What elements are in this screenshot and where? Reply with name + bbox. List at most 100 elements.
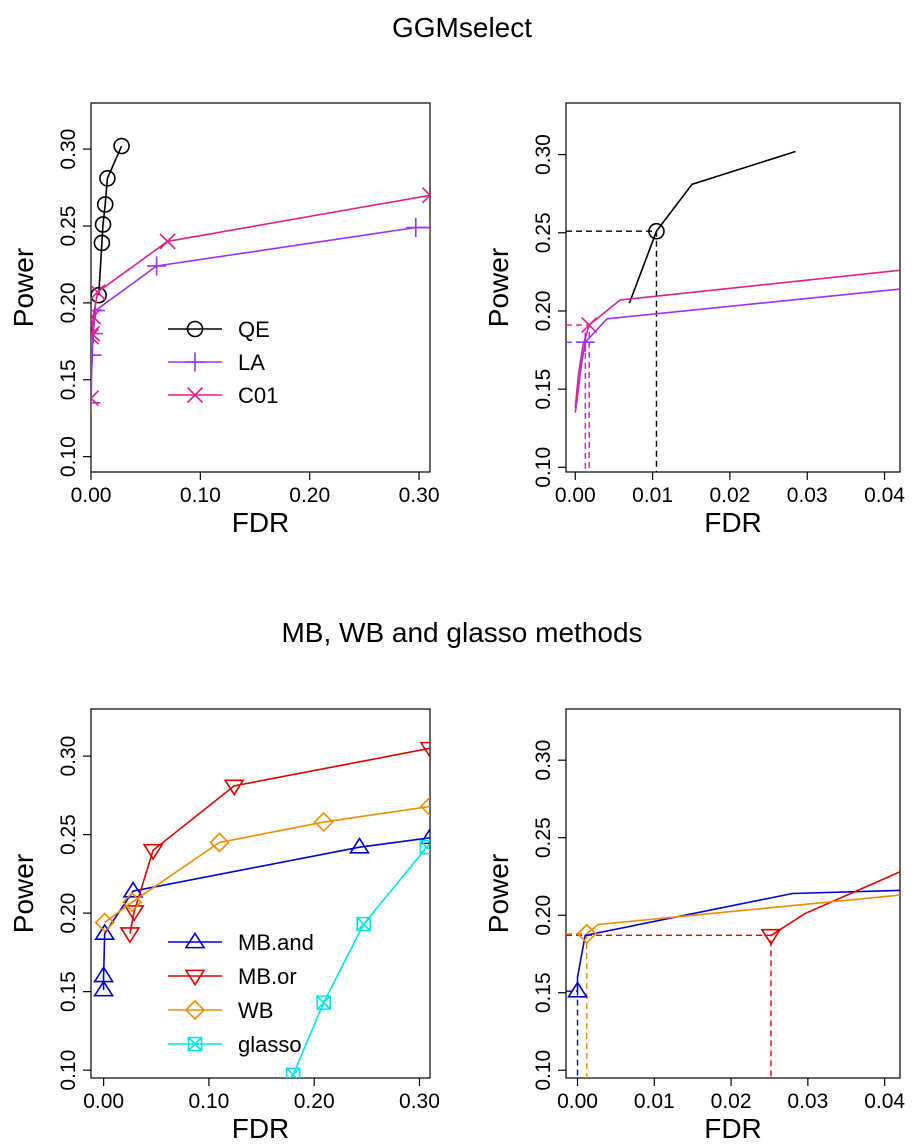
- legend-label-la: LA: [238, 350, 265, 375]
- highlight-point-qe: [648, 222, 665, 240]
- data-layer: [93, 741, 430, 1078]
- legend-marker-la: [185, 352, 205, 372]
- x-tick-label: 0.01: [634, 1090, 675, 1113]
- x-tick-label: 0.02: [711, 1090, 752, 1113]
- y-tick-label: 0.10: [532, 1050, 555, 1091]
- y-tick-label: 0.20: [57, 893, 80, 934]
- x-tick-label: 0.10: [180, 484, 221, 507]
- series-line-la: [91, 226, 430, 403]
- legend-marker-mb-or: [184, 969, 206, 987]
- legend-marker-mb-and: [184, 931, 206, 949]
- data-point-c01: [91, 390, 100, 407]
- legend-marker-wb: [184, 999, 206, 1021]
- x-tick-label: 0.00: [557, 1090, 598, 1113]
- legend-label-c01: C01: [238, 383, 278, 408]
- x-tick-label: 0.04: [864, 1090, 905, 1113]
- x-tick-label: 0.03: [787, 1090, 828, 1113]
- y-tick-label: 0.15: [532, 369, 555, 410]
- legend-marker-qe: [186, 320, 204, 338]
- x-axis-label: FDR: [232, 507, 290, 538]
- plot-frame: [90, 102, 431, 473]
- chart-panel-1: 0.00 0.10 0.20 0.30 0.10 0.15 0.20 0.25 0.30 FDR P…: [8, 102, 440, 538]
- data-point-c01: [421, 187, 430, 204]
- legend-label-glasso: glasso: [238, 1032, 302, 1057]
- data-point-glasso: [285, 1067, 301, 1078]
- y-axis-label: Power: [8, 854, 39, 933]
- x-tick-label: 0.20: [289, 484, 330, 507]
- data-point-la: [91, 345, 102, 365]
- x-tick-label: 0.20: [294, 1090, 335, 1113]
- data-point-glasso: [419, 839, 430, 855]
- y-axis-label: Power: [483, 854, 514, 933]
- highlight-point-wb: [576, 923, 597, 944]
- y-tick-label: 0.15: [57, 971, 80, 1012]
- data-point-mb-and: [94, 923, 116, 940]
- data-point-mb-or: [419, 741, 430, 759]
- legend-marker-c01: [186, 386, 204, 404]
- chart-panel-3: 0.00 0.10 0.20 0.300.100.150.200.250.30FDRP…: [8, 708, 440, 1144]
- highlight-point-mb-and: [567, 981, 588, 998]
- legend-label-mb-and: MB.and: [238, 930, 314, 955]
- series-line-c01: [574, 269, 900, 408]
- data-layer: [91, 137, 430, 413]
- guide-line-mb-or: [566, 934, 772, 1078]
- y-tick-label: 0.25: [57, 206, 80, 247]
- plot-frame: [90, 708, 431, 1079]
- data-point-qe: [94, 216, 112, 233]
- data-point-glasso: [316, 995, 331, 1010]
- x-axis-label: FDR: [704, 1113, 762, 1144]
- y-axis-label: Power: [483, 248, 514, 327]
- x-tick-label: 0.01: [632, 484, 673, 507]
- data-point-la: [91, 393, 101, 413]
- legend: MB.and MB.or WB glasso: [168, 930, 314, 1057]
- y-tick-label: 0.25: [532, 212, 555, 253]
- y-tick-label: 0.20: [532, 895, 555, 936]
- data-point-c01: [91, 284, 106, 301]
- x-tick-label: 0.02: [709, 484, 750, 507]
- highlight-point-mb-or: [760, 928, 782, 946]
- series-line-qe: [97, 145, 123, 296]
- guide-line-la: [566, 341, 587, 472]
- data-point-qe: [93, 234, 111, 252]
- x-tick-label: 0.30: [399, 1090, 440, 1113]
- data-point-qe: [96, 196, 114, 213]
- data-point-wb: [94, 912, 115, 933]
- y-tick-label: 0.30: [57, 736, 80, 777]
- x-tick-label: 0.04: [864, 484, 905, 507]
- top-title: GGMselect: [392, 12, 532, 43]
- series-line-wb: [586, 894, 900, 935]
- guide-line-wb: [566, 933, 588, 1078]
- y-tick-label: 0.25: [532, 817, 555, 858]
- series-line-mb-or: [770, 871, 900, 937]
- highlight-point-c01: [581, 316, 598, 334]
- plot-frame: [565, 102, 901, 473]
- data-point-wb: [209, 832, 230, 853]
- y-tick-label: 0.25: [57, 814, 80, 855]
- legend-marker-glasso: [187, 1036, 203, 1052]
- y-tick-label: 0.10: [57, 436, 80, 477]
- series-line-qe: [628, 150, 796, 304]
- y-tick-label: 0.20: [57, 282, 80, 323]
- data-point-mb-or: [119, 927, 141, 944]
- data-point-c01: [91, 328, 100, 345]
- highlight-point-la: [575, 332, 595, 352]
- series-line-mb-and: [576, 889, 900, 992]
- data-point-qe: [99, 170, 116, 187]
- x-tick-label: 0.00: [555, 484, 596, 507]
- data-point-mb-and: [93, 979, 115, 997]
- chart-panel-2: 0.00 0.01 0.02 0.03 0.04 0.10 0.15 0.20 0.25 0.30…: [483, 102, 905, 538]
- series-line-wb: [104, 805, 430, 924]
- data-point-c01: [91, 325, 101, 342]
- guide-lines: [566, 933, 772, 1078]
- y-tick-label: 0.20: [532, 291, 555, 332]
- data-point-mb-and: [122, 881, 144, 898]
- x-tick-label: 0.03: [787, 484, 828, 507]
- x-tick-label: 0.00: [71, 484, 112, 507]
- y-axis-label: Power: [8, 248, 39, 327]
- y-tick-label: 0.15: [532, 972, 555, 1013]
- x-axis-label: FDR: [704, 507, 762, 538]
- x-tick-label: 0.00: [83, 1090, 124, 1113]
- data-point-la: [147, 256, 167, 276]
- legend-label-mb-or: MB.or: [238, 964, 297, 989]
- y-tick-label: 0.10: [532, 447, 555, 488]
